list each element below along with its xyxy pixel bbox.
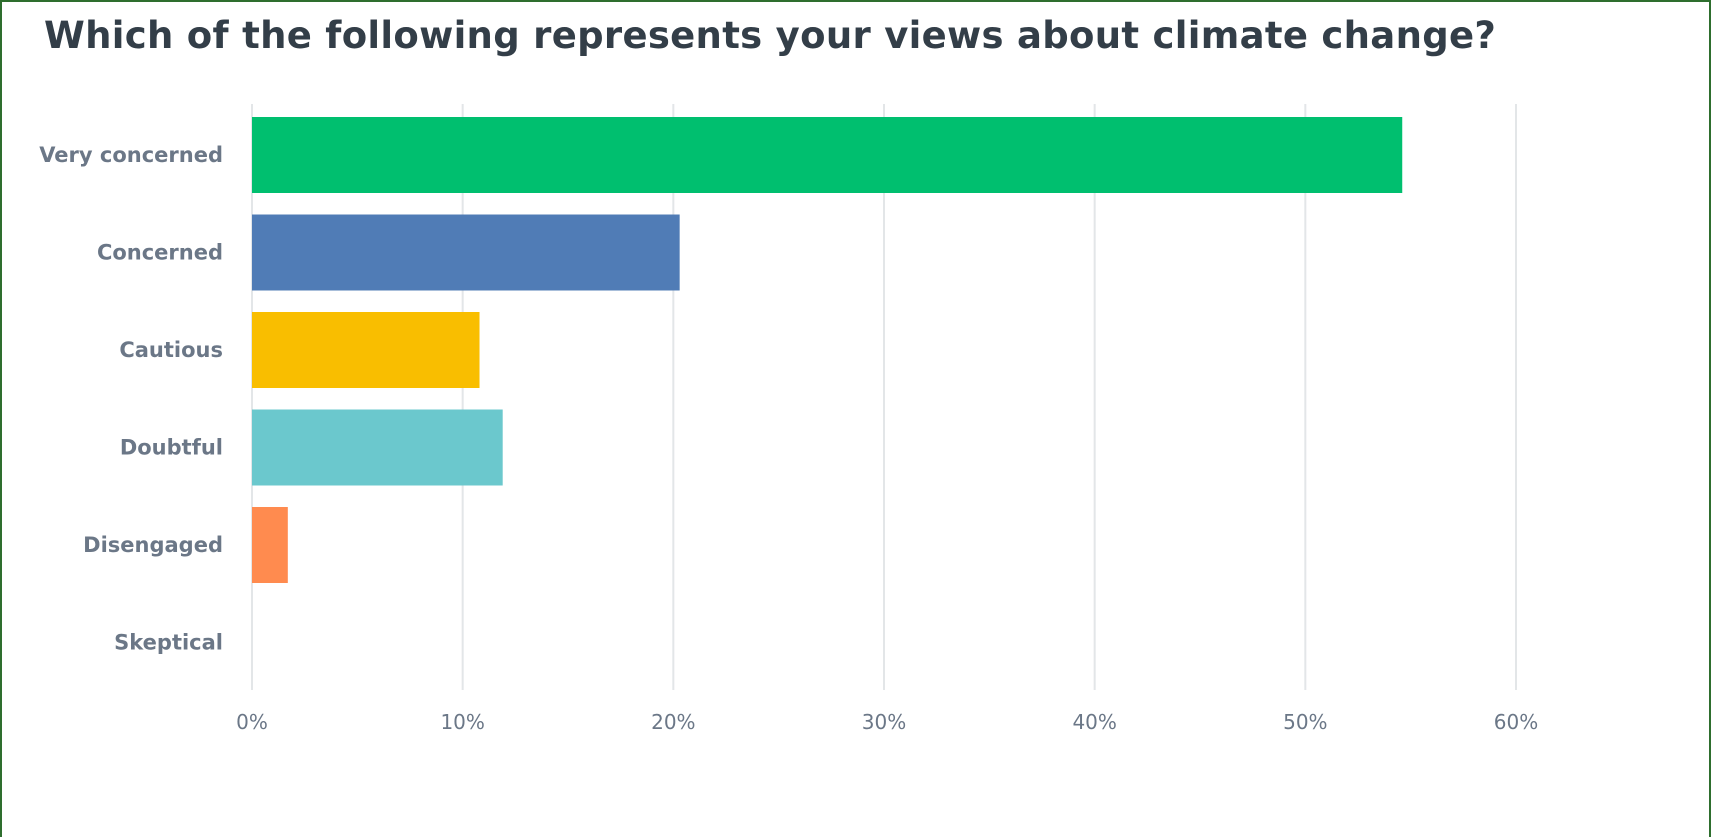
x-axis-tick-labels: 0% 10% 20% 30% 40% 50% 60%: [236, 710, 1538, 734]
category-labels: Very concerned Concerned Cautious Doubtful D…: [39, 143, 223, 655]
bar-concerned[interactable]: [252, 214, 680, 291]
x-tick-label: 20%: [651, 710, 695, 734]
category-label-concerned: Concerned: [97, 241, 223, 265]
x-tick-label: 60%: [1494, 710, 1538, 734]
x-tick-label: 50%: [1283, 710, 1327, 734]
bar-cautious[interactable]: [252, 312, 480, 388]
gridlines: [251, 104, 1517, 690]
x-tick-label: 0%: [236, 710, 268, 734]
x-tick-label: 40%: [1072, 710, 1116, 734]
bar-very-concerned[interactable]: [252, 117, 1403, 193]
category-label-very-concerned: Very concerned: [39, 143, 223, 167]
category-label-doubtful: Doubtful: [120, 436, 223, 460]
category-label-cautious: Cautious: [119, 338, 223, 362]
category-label-skeptical: Skeptical: [114, 631, 223, 655]
category-label-disengaged: Disengaged: [83, 533, 223, 557]
x-tick-label: 30%: [862, 710, 906, 734]
bars: [252, 117, 1403, 583]
bar-disengaged[interactable]: [252, 507, 288, 583]
bar-doubtful[interactable]: [252, 409, 503, 486]
x-tick-label: 10%: [440, 710, 484, 734]
chart-title: Which of the following represents your v…: [44, 14, 1497, 57]
